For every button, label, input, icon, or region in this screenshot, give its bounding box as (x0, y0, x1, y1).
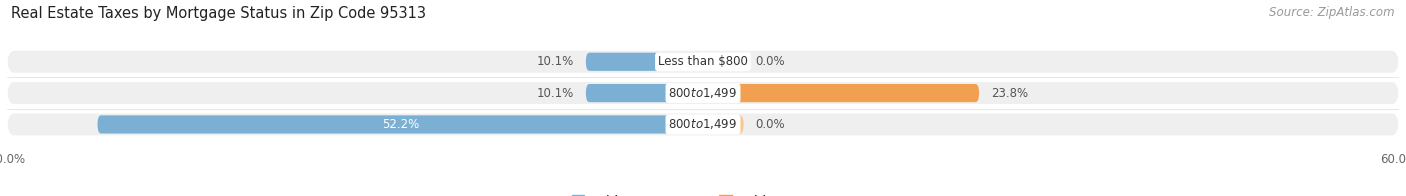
Text: 0.0%: 0.0% (755, 55, 785, 68)
Text: Real Estate Taxes by Mortgage Status in Zip Code 95313: Real Estate Taxes by Mortgage Status in … (11, 6, 426, 21)
FancyBboxPatch shape (7, 113, 1399, 135)
Text: $800 to $1,499: $800 to $1,499 (668, 86, 738, 100)
Text: $800 to $1,499: $800 to $1,499 (668, 117, 738, 132)
Text: 10.1%: 10.1% (537, 87, 574, 100)
Text: 23.8%: 23.8% (991, 87, 1028, 100)
Text: 0.0%: 0.0% (755, 118, 785, 131)
FancyBboxPatch shape (703, 115, 744, 133)
FancyBboxPatch shape (97, 115, 703, 133)
FancyBboxPatch shape (586, 53, 703, 71)
FancyBboxPatch shape (7, 51, 1399, 73)
Text: Source: ZipAtlas.com: Source: ZipAtlas.com (1270, 6, 1395, 19)
FancyBboxPatch shape (703, 84, 979, 102)
Legend: Without Mortgage, With Mortgage: Without Mortgage, With Mortgage (572, 195, 834, 196)
FancyBboxPatch shape (7, 82, 1399, 104)
FancyBboxPatch shape (703, 53, 744, 71)
Text: 52.2%: 52.2% (381, 118, 419, 131)
Text: Less than $800: Less than $800 (658, 55, 748, 68)
Text: 10.1%: 10.1% (537, 55, 574, 68)
FancyBboxPatch shape (586, 84, 703, 102)
